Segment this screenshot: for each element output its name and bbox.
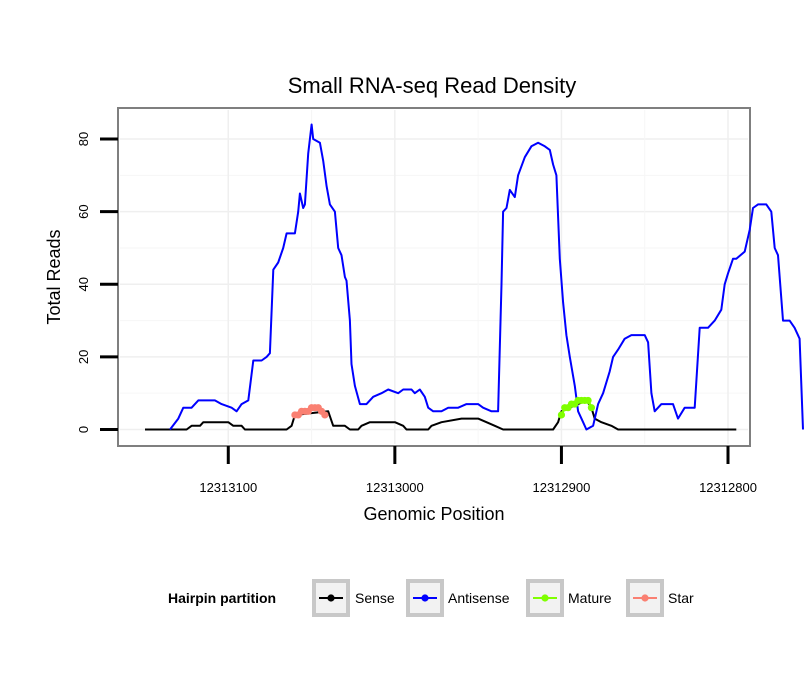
y-tick-label: 0 bbox=[76, 426, 91, 433]
legend-title: Hairpin partition bbox=[168, 590, 276, 606]
x-tick-label: 12313000 bbox=[366, 480, 424, 495]
legend-label-sense: Sense bbox=[355, 590, 395, 606]
antisense-series-line bbox=[169, 123, 804, 431]
mature-point bbox=[587, 404, 596, 412]
x-tick-label: 12312800 bbox=[699, 480, 757, 495]
chart-title: Small RNA-seq Read Density bbox=[288, 73, 577, 98]
legend-key-point-antisense bbox=[421, 594, 429, 602]
legend-label-mature: Mature bbox=[568, 590, 612, 606]
legend-label-antisense: Antisense bbox=[448, 590, 510, 606]
legend-key-point-star bbox=[641, 594, 649, 602]
legend-key-point-sense bbox=[327, 594, 335, 602]
legend: Hairpin partition Sense Antisense Mature Sta… bbox=[168, 579, 694, 617]
series-layer bbox=[145, 123, 804, 431]
y-tick-label: 60 bbox=[76, 204, 91, 218]
y-tick-label: 80 bbox=[76, 132, 91, 146]
star-point bbox=[321, 411, 329, 419]
axes: 0 20 40 60 80 12313100 12313000 12312900 1231280… bbox=[76, 132, 757, 495]
legend-label-star: Star bbox=[668, 590, 694, 606]
x-axis-label: Genomic Position bbox=[363, 504, 504, 524]
x-tick-label: 12312900 bbox=[533, 480, 591, 495]
plot-panel bbox=[117, 107, 751, 447]
mature-point bbox=[557, 411, 566, 419]
legend-key-point-mature bbox=[541, 594, 549, 602]
y-axis-label: Total Reads bbox=[44, 229, 64, 324]
y-tick-label: 20 bbox=[76, 350, 91, 364]
mature-point bbox=[584, 396, 592, 405]
y-tick-label: 40 bbox=[76, 277, 91, 291]
x-tick-label: 12313100 bbox=[199, 480, 257, 495]
